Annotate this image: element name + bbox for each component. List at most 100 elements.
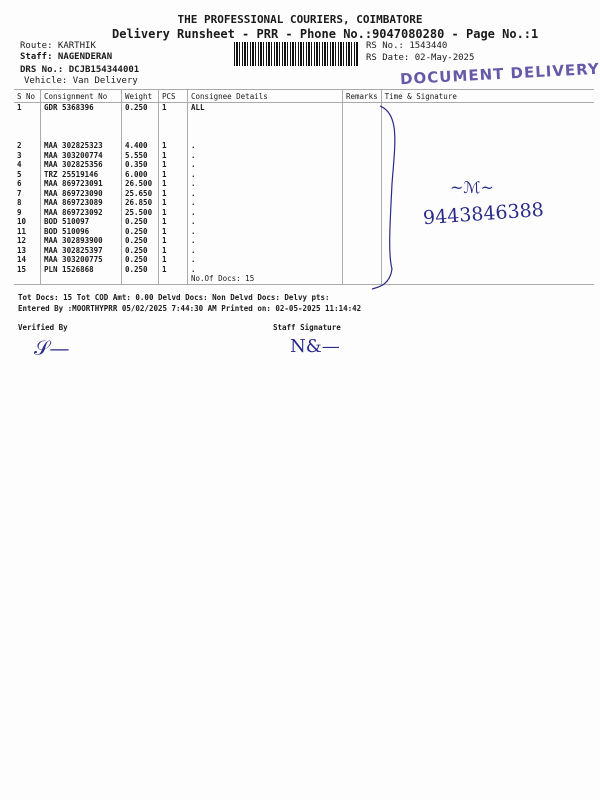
table-cell: 5.550	[121, 150, 159, 160]
rs-no: RS No.: 1543440	[366, 41, 448, 51]
table-cell: MAA 869723091	[40, 179, 122, 189]
table-cell: .	[187, 179, 343, 189]
table-row: 12 MAA 302893900 0.250 1.	[14, 236, 594, 246]
table-row: 8 MAA 869723089 26.850 1.	[14, 198, 594, 208]
table-cell: MAA 869723089	[40, 198, 122, 208]
table-cell: .	[187, 141, 343, 151]
table-cell: 0.250	[121, 255, 159, 265]
column-header: Consignee Details	[187, 89, 343, 103]
table-cell: 1	[158, 207, 188, 217]
table-cell: .	[187, 198, 343, 208]
table-cell	[342, 226, 382, 236]
table-cell: MAA 302825397	[40, 245, 122, 255]
table-cell	[342, 160, 382, 170]
table-cell: 1	[158, 226, 188, 236]
table-cell: 6	[17, 179, 22, 188]
table-cell	[342, 207, 382, 217]
table-cell	[380, 217, 594, 227]
table-row: 15 PLN 1526868 0.250 1.	[14, 264, 594, 274]
table-cell: 1	[158, 245, 188, 255]
table-cell	[380, 102, 594, 141]
table-cell: 25.500	[121, 207, 159, 217]
table-cell	[342, 102, 382, 141]
table-cell	[380, 236, 594, 246]
table-cell: 8	[17, 198, 22, 207]
table-cell: MAA 302893900	[40, 236, 122, 246]
table-cell: 1	[158, 150, 188, 160]
column-header: PCS	[158, 89, 188, 103]
document-delivery-stamp: DOCUMENT DELIVERY	[399, 59, 600, 89]
table-row: 3 MAA 303200774 5.550 1.	[14, 150, 594, 160]
drs-no: DRS No.: DCJB154344001	[20, 65, 140, 75]
table-cell	[380, 264, 594, 274]
table-cell: 4	[17, 160, 22, 169]
table-cell: BOD 510096	[40, 226, 122, 236]
table-row: 11 BOD 510096 0.250 1.	[14, 226, 594, 236]
table-cell: BOD 510097	[40, 217, 122, 227]
table-cell: ALL	[187, 102, 343, 141]
table-cell: .	[187, 226, 343, 236]
table-row: 10 BOD 510097 0.250 1.	[14, 217, 594, 227]
table-cell	[380, 141, 594, 151]
column-header: Weight	[121, 89, 159, 103]
runsheet-subtitle: Delivery Runsheet - PRR - Phone No.:9047…	[112, 27, 539, 41]
table-cell: .	[187, 236, 343, 246]
table-cell	[342, 188, 382, 198]
table-cell	[121, 274, 159, 285]
docs-count: No.Of Docs: 15	[187, 274, 343, 285]
table-row: 14 MAA 303200775 0.250 1.	[14, 255, 594, 265]
table-cell: 0.250	[121, 264, 159, 274]
table-cell: 0.250	[121, 226, 159, 236]
table-cell: 26.500	[121, 179, 159, 189]
consignment-table: S No Consignment No Weight PCS Consignee Det…	[14, 89, 594, 285]
table-cell	[14, 274, 41, 285]
table-cell	[158, 274, 188, 285]
staff-signature-label: Staff Signature	[273, 323, 341, 332]
table-cell: 1	[158, 264, 188, 274]
table-cell: .	[187, 264, 343, 274]
table-cell: 14	[17, 255, 27, 264]
table-cell: .	[187, 245, 343, 255]
table-cell: 25.650	[121, 188, 159, 198]
table-cell	[380, 226, 594, 236]
table-cell: .	[187, 255, 343, 265]
table-row: 5 TRZ 25519146 6.000 1.	[14, 169, 594, 179]
table-cell	[342, 217, 382, 227]
column-header: S No	[14, 89, 41, 103]
table-cell: 1	[158, 217, 188, 227]
table-cell: 12	[17, 236, 27, 245]
table-cell: 1	[158, 198, 188, 208]
table-cell: 1	[158, 141, 188, 151]
table-row: 9 MAA 869723092 25.500 1.	[14, 207, 594, 217]
table-cell: MAA 302825356	[40, 160, 122, 170]
table-cell	[342, 274, 382, 285]
table-cell: 6.000	[121, 169, 159, 179]
table-row: 6 MAA 869723091 26.500 1.	[14, 179, 594, 189]
verifier-signature: 𝒮—	[34, 336, 70, 360]
company-title: THE PROFESSIONAL COURIERS, COIMBATORE	[177, 13, 423, 26]
table-cell	[342, 150, 382, 160]
table-cell: 1	[158, 236, 188, 246]
table-cell: 1	[158, 160, 188, 170]
handwritten-initials: ~ℳ~	[450, 178, 494, 197]
table-cell	[342, 198, 382, 208]
table-cell: 1	[17, 103, 22, 112]
table-cell: 0.350	[121, 160, 159, 170]
table-cell	[380, 188, 594, 198]
table-cell: 5	[17, 169, 22, 179]
table-cell: 1	[158, 255, 188, 265]
table-cell	[342, 255, 382, 265]
table-cell	[380, 207, 594, 217]
table-cell: 1	[158, 169, 188, 179]
table-cell: MAA 303200775	[40, 255, 122, 265]
barcode	[234, 42, 358, 66]
table-cell	[40, 274, 122, 285]
table-cell: .	[187, 188, 343, 198]
table-cell	[380, 150, 594, 160]
column-header: Remarks	[342, 89, 382, 103]
table-cell	[342, 236, 382, 246]
table-cell	[342, 245, 382, 255]
table-cell: 26.850	[121, 198, 159, 208]
table-cell: 1	[158, 179, 188, 189]
